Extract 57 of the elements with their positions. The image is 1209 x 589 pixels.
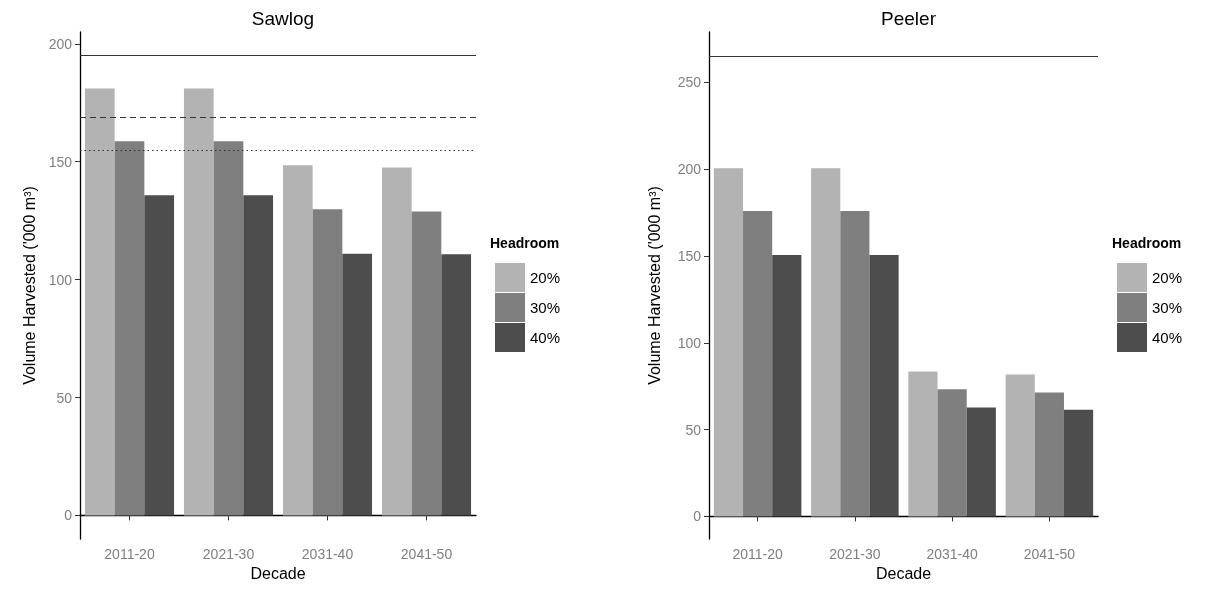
bar xyxy=(243,195,274,516)
bar xyxy=(282,165,313,516)
x-tick-label: 2041-50 xyxy=(400,546,453,562)
y-tick-label: 0 xyxy=(64,507,73,524)
bar xyxy=(342,253,373,516)
x-tick-label: 2021-30 xyxy=(829,546,881,562)
bar xyxy=(441,254,472,516)
y-tick-label: 0 xyxy=(693,508,702,525)
legend-label: 30% xyxy=(1152,299,1183,316)
bar xyxy=(713,168,744,517)
x-axis-title: Decade xyxy=(875,565,932,583)
legend-label: 40% xyxy=(530,329,561,346)
x-tick-label: 2031-40 xyxy=(926,546,979,562)
y-tick-label: 250 xyxy=(677,74,702,91)
y-tick-label: 50 xyxy=(56,389,73,406)
x-tick-label: 2031-40 xyxy=(301,546,354,562)
bar xyxy=(114,141,145,516)
y-tick-label: 150 xyxy=(677,247,702,264)
x-tick-label: 2011-20 xyxy=(104,546,155,562)
legend-title: Headroom xyxy=(1112,235,1182,251)
legend-label: 40% xyxy=(1152,329,1183,346)
bar xyxy=(1005,374,1035,517)
y-tick-label: 100 xyxy=(677,334,702,351)
bar xyxy=(1063,409,1094,517)
legend-label: 30% xyxy=(530,299,561,316)
y-tick-label: 50 xyxy=(685,421,702,438)
y-axis-title: Volume Harvested ('000 m³) xyxy=(645,186,663,385)
bar xyxy=(908,371,938,517)
x-tick-label: 2021-30 xyxy=(202,546,255,562)
chart-title: Sawlog xyxy=(251,8,315,29)
y-tick-label: 150 xyxy=(48,153,73,170)
y-tick-label: 100 xyxy=(48,271,73,288)
bar xyxy=(411,211,442,516)
x-axis-title: Decade xyxy=(250,565,306,583)
bar xyxy=(840,211,870,517)
x-tick-label: 2041-50 xyxy=(1023,546,1076,562)
legend-label: 20% xyxy=(1152,269,1183,286)
bar xyxy=(1034,392,1064,517)
legend-label: 20% xyxy=(530,269,561,286)
chart-title: Peeler xyxy=(881,8,937,29)
bar xyxy=(144,195,175,516)
bar xyxy=(811,168,841,517)
bar xyxy=(84,88,115,516)
bar xyxy=(381,167,412,516)
bar xyxy=(312,209,343,516)
y-axis-title: Volume Harvested ('000 m³) xyxy=(21,186,39,385)
x-tick-label: 2011-20 xyxy=(732,546,784,562)
bar xyxy=(183,88,214,516)
bar xyxy=(869,254,899,517)
y-tick-label: 200 xyxy=(48,35,73,52)
y-tick-label: 200 xyxy=(677,161,702,178)
legend-title: Headroom xyxy=(490,235,560,251)
bar xyxy=(213,141,244,516)
bar xyxy=(743,211,773,517)
bar xyxy=(772,254,802,517)
bar xyxy=(937,389,967,517)
bar xyxy=(966,407,996,517)
